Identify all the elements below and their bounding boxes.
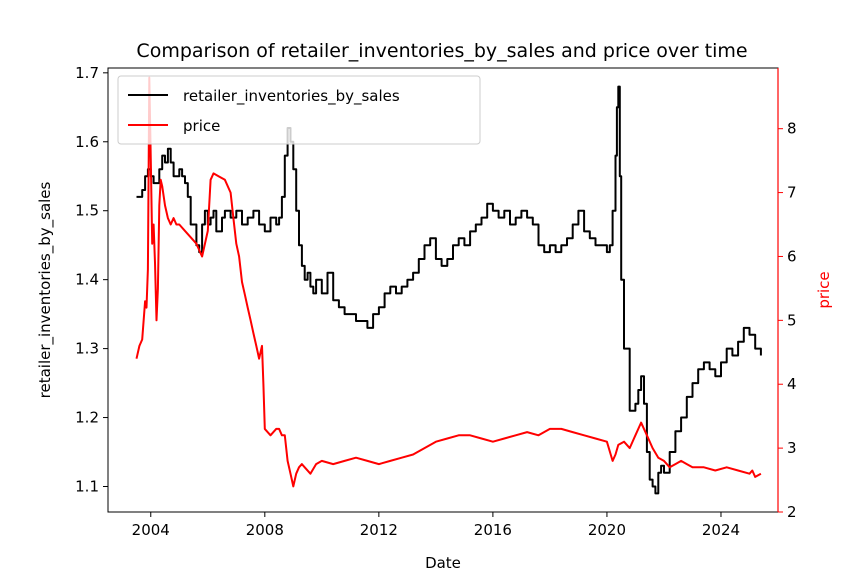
right-y-tick-label: 8 [787, 120, 797, 138]
right-y-axis: 2 3 4 5 6 7 8 [778, 120, 797, 521]
legend-box [117, 75, 481, 145]
left-y-tick-label: 1.5 [75, 202, 99, 220]
left-y-tick-label: 1.2 [75, 409, 99, 427]
x-axis: 2004 2008 2012 2016 2020 2024 [132, 512, 740, 539]
left-y-tick-label: 1.3 [75, 340, 99, 358]
left-y-tick-label: 1.6 [75, 133, 99, 151]
left-y-tick-label: 1.1 [75, 477, 99, 495]
left-y-axis-title: retailer_inventories_by_sales [36, 181, 55, 398]
x-tick-label: 2020 [588, 521, 626, 539]
right-y-tick-label: 2 [787, 503, 797, 521]
left-y-tick-label: 1.4 [75, 271, 99, 289]
series-layer [135, 76, 762, 495]
series-line-price [135, 76, 762, 488]
chart-title: Comparison of retailer_inventories_by_sa… [136, 40, 747, 62]
right-y-tick-label: 3 [787, 439, 797, 457]
series-line-inventories [136, 85, 762, 495]
legend-label-inventories: retailer_inventories_by_sales [183, 87, 400, 106]
left-y-axis: 1.1 1.2 1.3 1.4 1.5 1.6 1.7 [75, 64, 108, 495]
legend: retailer_inventories_by_sales price [117, 75, 481, 145]
x-axis-title: Date [425, 554, 461, 572]
left-y-tick-label: 1.7 [75, 64, 99, 82]
x-tick-label: 2008 [246, 521, 284, 539]
right-y-tick-label: 4 [787, 375, 797, 393]
x-tick-label: 2016 [474, 521, 512, 539]
right-y-axis-title: price [815, 271, 833, 308]
x-tick-label: 2012 [360, 521, 398, 539]
x-tick-label: 2004 [132, 521, 170, 539]
plot-area [107, 67, 779, 513]
right-y-tick-label: 6 [787, 247, 797, 265]
x-tick-label: 2024 [702, 521, 740, 539]
legend-label-price: price [183, 117, 220, 135]
right-y-tick-label: 5 [787, 311, 797, 329]
right-y-tick-label: 7 [787, 184, 797, 202]
